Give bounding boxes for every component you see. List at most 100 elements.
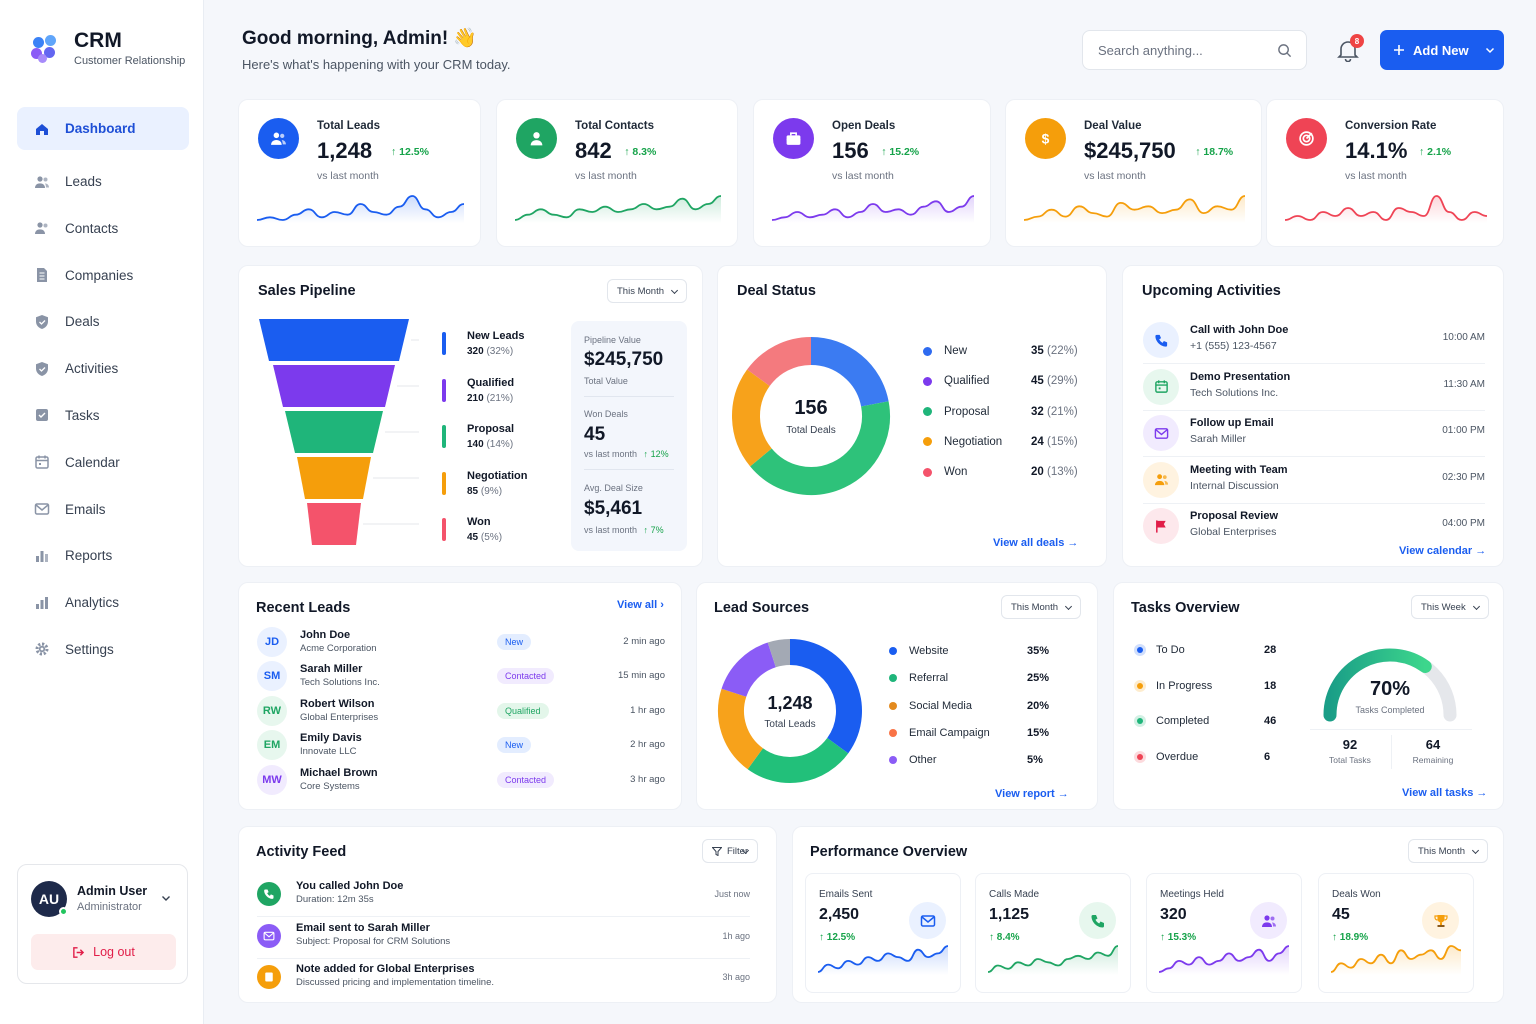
search-icon[interactable] — [1277, 43, 1292, 58]
sidebar-item-settings[interactable]: Settings — [17, 628, 189, 671]
performance-metric-calls-made[interactable]: Calls Made 1,125 ↑ 8.4% — [975, 873, 1131, 993]
activity-icon — [1143, 415, 1179, 452]
sidebar-item-companies[interactable]: Companies — [17, 254, 189, 297]
view-all-leads-link[interactable]: View all › — [617, 599, 664, 611]
app-logo[interactable]: CRM Customer Relationship — [30, 30, 185, 67]
donut-segment[interactable] — [810, 337, 889, 408]
sidebar-item-emails[interactable]: Emails — [17, 488, 189, 531]
add-new-button[interactable]: Add New — [1380, 30, 1504, 70]
view-all-tasks-link[interactable]: View all tasks → — [1402, 787, 1488, 799]
period-dropdown[interactable]: This Week — [1411, 595, 1489, 619]
lead-source-legend-item[interactable]: Other — [889, 754, 937, 766]
funnel-stage-negotiation[interactable] — [297, 457, 371, 499]
task-status-item[interactable]: Overdue — [1134, 750, 1276, 763]
task-status-item[interactable]: In Progress — [1134, 679, 1276, 692]
task-status-count: 28 — [1264, 644, 1277, 656]
lead-row[interactable]: EM Emily Davis Innovate LLC New 2 hr ago — [257, 730, 665, 762]
search-input[interactable]: Search anything... — [1082, 30, 1307, 70]
sidebar-item-tasks[interactable]: Tasks — [17, 394, 189, 437]
deal-status-legend-item[interactable]: Won — [923, 466, 967, 478]
logout-button[interactable]: Log out — [31, 934, 176, 970]
legend-value: 45 (29%) — [1031, 375, 1078, 387]
kpi-card-total-leads[interactable]: Total Leads 1,248 ↑ 12.5% vs last month — [238, 99, 481, 247]
legend-value: 32 (21%) — [1031, 406, 1078, 418]
won-deals-sub: vs last month — [584, 449, 638, 459]
period-dropdown[interactable]: This Month — [1001, 595, 1081, 619]
kpi-card-total-contacts[interactable]: Total Contacts 842 ↑ 8.3% vs last month — [496, 99, 738, 247]
lead-status-label: New — [505, 740, 524, 751]
performance-metric-deals-won[interactable]: Deals Won 45 ↑ 18.9% — [1318, 873, 1474, 993]
donut-segment[interactable] — [721, 642, 777, 698]
donut-segment[interactable] — [747, 337, 812, 387]
lead-source-legend-item[interactable]: Referral — [889, 672, 948, 684]
activity-item[interactable]: Follow up Email Sarah Miller 01:00 PM — [1143, 411, 1485, 458]
funnel-stage-proposal[interactable] — [285, 411, 383, 453]
performance-metric-meetings-held[interactable]: Meetings Held 320 ↑ 15.3% — [1146, 873, 1302, 993]
funnel-stage-won[interactable] — [307, 503, 361, 545]
lead-row[interactable]: MW Michael Brown Core Systems Contacted 3 hr… — [257, 764, 665, 797]
sidebar-item-activities[interactable]: Activities — [17, 347, 189, 390]
feed-item[interactable]: Note added for Global Enterprises Discuss… — [257, 960, 750, 1000]
sidebar-item-contacts[interactable]: Contacts — [17, 207, 189, 250]
activity-item[interactable]: Call with John Doe +1 (555) 123-4567 10:00… — [1143, 318, 1485, 364]
funnel-stage-qualified[interactable] — [273, 365, 395, 407]
sparkline-area — [1331, 946, 1461, 975]
lead-row[interactable]: RW Robert Wilson Global Enterprises Qualifi… — [257, 695, 665, 728]
calendar-icon — [1154, 380, 1168, 393]
sidebar-item-reports[interactable]: Reports — [17, 534, 189, 577]
activity-item[interactable]: Demo Presentation Tech Solutions Inc. 11:3… — [1143, 365, 1485, 411]
feed-item[interactable]: You called John Doe Duration: 12m 35s Just… — [257, 877, 750, 917]
deal-status-legend-item[interactable]: Negotiation — [923, 436, 1002, 448]
legend-dot — [923, 376, 932, 386]
stage-count: 45 — [467, 532, 479, 543]
filter-button[interactable]: Filter — [702, 839, 759, 863]
donut-segment[interactable] — [750, 401, 890, 495]
donut-segment[interactable] — [747, 737, 849, 783]
lead-source-legend-item[interactable]: Social Media — [889, 700, 972, 712]
view-calendar-link[interactable]: View calendar → — [1399, 545, 1487, 557]
period-dropdown[interactable]: This Month — [607, 279, 687, 303]
deal-status-donut — [732, 337, 890, 495]
deal-status-legend-item[interactable]: Proposal — [923, 406, 989, 418]
chevron-down-icon[interactable] — [161, 893, 171, 903]
deal-status-legend-item[interactable]: Qualified — [923, 375, 989, 387]
link-label: View all — [617, 599, 658, 611]
task-status-item[interactable]: Completed — [1134, 715, 1276, 727]
kpi-label: Conversion Rate — [1345, 120, 1437, 132]
deal-status-legend-item[interactable]: New — [923, 345, 967, 357]
lead-source-legend-item[interactable]: Email Campaign — [889, 727, 990, 739]
sidebar-item-analytics[interactable]: Analytics — [17, 581, 189, 624]
lead-row[interactable]: JD John Doe Acme Corporation New 2 min ago — [257, 627, 665, 659]
donut-segment[interactable] — [767, 639, 791, 668]
activity-item[interactable]: Proposal Review Global Enterprises 04:00 P… — [1143, 504, 1485, 550]
sidebar-item-deals[interactable]: Deals — [17, 300, 189, 343]
task-status-item[interactable]: To Do — [1134, 644, 1276, 656]
activity-feed-card: Activity Feed Filter You called John Doe… — [238, 826, 777, 1003]
lead-avatar: JD — [257, 627, 287, 657]
activity-title: Call with John Doe — [1190, 324, 1289, 336]
feed-item[interactable]: Email sent to Sarah Miller Subject: Propo… — [257, 919, 750, 959]
feed-subtitle: Duration: 12m 35s — [296, 894, 374, 905]
performance-metric-emails-sent[interactable]: Emails Sent 2,450 ↑ 12.5% — [805, 873, 961, 993]
period-dropdown[interactable]: This Month — [1408, 839, 1488, 863]
donut-segment[interactable] — [718, 688, 764, 770]
sidebar-item-leads[interactable]: Leads — [17, 160, 189, 203]
activity-item[interactable]: Meeting with Team Internal Discussion 02:3… — [1143, 458, 1485, 504]
sidebar-item-calendar[interactable]: Calendar — [17, 441, 189, 484]
kpi-card-open-deals[interactable]: Open Deals 156 ↑ 15.2% vs last month — [753, 99, 991, 247]
avatar[interactable]: AU — [31, 881, 68, 917]
funnel-stage-new-leads[interactable] — [259, 319, 409, 361]
lead-source-legend-item[interactable]: Website — [889, 645, 949, 657]
kpi-card-deal-value[interactable]: $ Deal Value $245,750 ↑ 18.7% vs last month — [1005, 99, 1262, 247]
legend-label: Email Campaign — [909, 726, 990, 739]
sidebar-item-dashboard[interactable]: Dashboard — [17, 107, 189, 150]
donut-segment[interactable] — [789, 639, 862, 754]
lead-row[interactable]: SM Sarah Miller Tech Solutions Inc. Contact… — [257, 661, 665, 693]
pipeline-summary: Pipeline Value $245,750 Total Value Won … — [571, 321, 687, 551]
kpi-card-conversion-rate[interactable]: Conversion Rate 14.1% ↑ 2.1% vs last month — [1266, 99, 1504, 247]
activity-subtitle: Global Enterprises — [1190, 526, 1277, 539]
view-all-deals-link[interactable]: View all deals → — [993, 537, 1079, 549]
view-report-link[interactable]: View report → — [995, 788, 1069, 800]
donut-segment[interactable] — [732, 369, 773, 467]
task-status-label: Overdue — [1156, 750, 1199, 763]
